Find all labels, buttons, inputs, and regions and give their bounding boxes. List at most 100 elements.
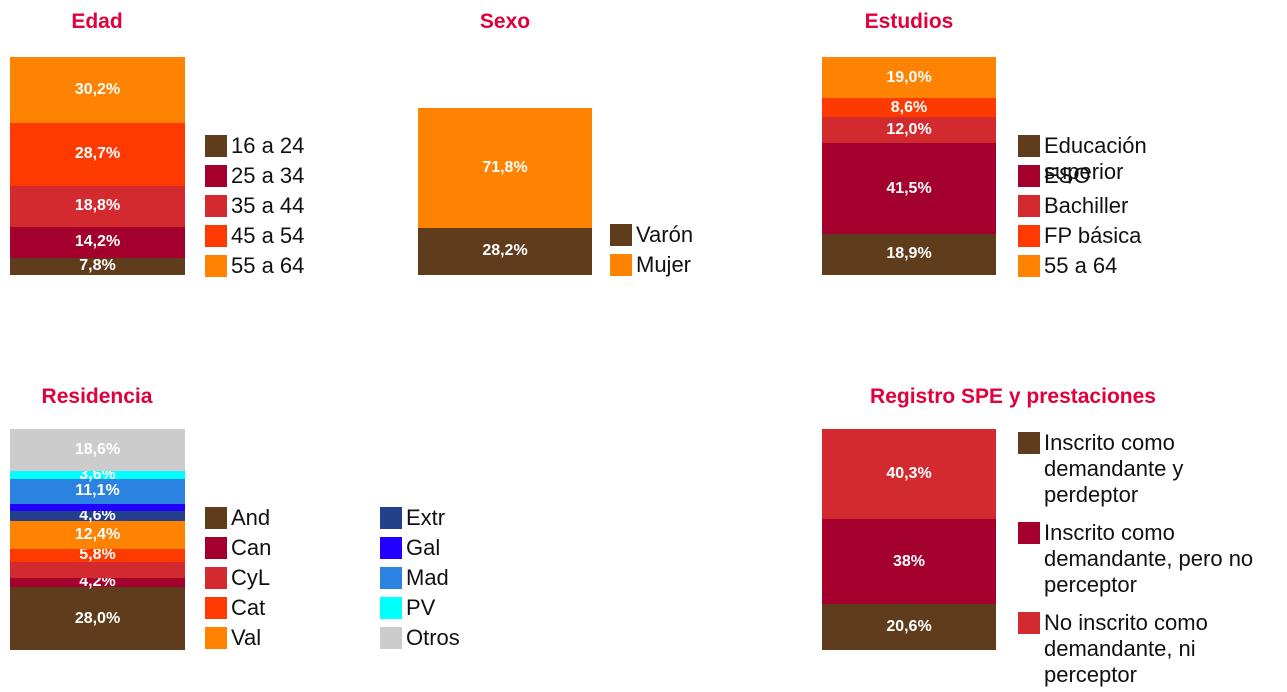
legend-item: FP básica [1018,223,1218,249]
legend-label: 55 a 64 [231,253,305,278]
legend-label: Mujer [636,252,692,277]
legend-label: Inscrito como demandante y perdeptor [1044,430,1184,507]
data-label: 28,0% [74,609,121,627]
bar-segment [10,123,185,186]
legend-swatch [205,255,227,277]
legend-item: Varón [610,222,810,248]
legend-item: Extr [380,505,580,531]
chart-title: Registro SPE y prestaciones [870,385,1156,408]
bar-segment [10,185,185,227]
data-label: 12,0% [886,121,932,139]
legend-label: No inscrito como demandante, ni percepto… [1044,610,1208,687]
bar-segment [10,257,185,275]
bar-segment [10,510,185,521]
legend-swatch [1018,135,1040,157]
legend-item: Inscrito como demandante y perdeptor [1018,430,1268,508]
legend-label: 35 a 44 [231,193,305,218]
bar-segment [10,226,185,258]
legend-swatch [205,597,227,619]
legend-label: PV [406,595,436,620]
legend-item: Mujer [610,252,810,278]
legend-item: Cat [205,595,405,621]
legend-swatch [205,627,227,649]
bar-segment [10,57,185,124]
legend-swatch [1018,255,1040,277]
legend-item: 16 a 24 [205,133,405,159]
legend-label: Cat [231,595,266,620]
data-label: 28,2% [482,242,528,260]
bar-segment [10,520,185,549]
bar-segment [10,561,185,578]
data-label: 12,4% [74,525,121,543]
bar-segment [10,587,185,650]
legend-label: Varón [636,222,694,247]
legend-swatch [205,135,227,157]
data-label: 7,8% [79,257,116,275]
legend-label: Inscrito como demandante, pero no percep… [1044,520,1254,597]
data-label: 41,5% [886,179,932,197]
legend-swatch [380,567,402,589]
bar-segment [10,577,185,588]
legend-label: Extr [406,505,446,530]
data-label: 71,8% [482,158,528,176]
legend-swatch [1018,165,1040,187]
legend-swatch [1018,432,1040,454]
legend-label: ESO [1044,163,1091,188]
legend-swatch [205,567,227,589]
legend-label: FP básica [1044,223,1142,248]
bar-segment [10,478,185,504]
legend-swatch [380,597,402,619]
legend-item: ESO [1018,163,1218,189]
legend-swatch [380,537,402,559]
legend-item: 55 a 64 [205,253,405,279]
legend-label: Bachiller [1044,193,1129,218]
bar-segment [822,57,996,99]
legend-label: And [231,505,271,530]
legend-swatch [610,254,632,276]
data-label: 38% [892,552,926,570]
legend-item: And [205,505,405,531]
chart-title: Sexo [479,10,531,33]
legend-item: PV [380,595,580,621]
data-label: 14,2% [74,233,121,251]
chart-title: Residencia [41,385,153,408]
legend-item: Educación superior [1018,133,1218,185]
data-label: 4,2% [79,573,116,591]
legend-item: Inscrito como demandante, pero no percep… [1018,520,1268,598]
data-label: 20,6% [886,617,932,635]
data-label: 4,6% [79,506,116,524]
data-label: 8,6% [890,98,928,116]
legend-item: Mad [380,565,580,591]
legend-label: 16 a 24 [231,133,305,158]
bar-segment [822,143,996,234]
legend-item: No inscrito como demandante, ni percepto… [1018,610,1268,688]
legend-label: Mad [406,565,449,590]
bar-segment [822,98,996,118]
bar-segment [822,233,996,275]
legend-swatch [1018,612,1040,634]
data-label: 18,6% [74,440,121,458]
data-label: 30,2% [74,81,121,99]
bar-segment [822,603,996,650]
data-label: 11,1% [75,482,120,500]
legend-item: Val [205,625,405,651]
legend-swatch [205,165,227,187]
legend-swatch [205,507,227,529]
data-label: 40,3% [886,465,932,483]
bar-segment [822,117,996,144]
legend-item: Can [205,535,405,561]
legend-item: 45 a 54 [205,223,405,249]
chart-title: Edad [71,10,123,33]
chart-title: Estudios [864,10,954,33]
data-label: 5,8% [79,546,116,564]
legend-swatch [205,225,227,247]
legend-swatch [380,507,402,529]
legend-swatch [380,627,402,649]
legend-label: Can [231,535,272,560]
data-label: 18,8% [74,197,121,215]
data-label: 18,9% [886,245,932,263]
legend-item: Otros [380,625,580,651]
legend-label: Otros [406,625,460,650]
legend-item: CyL [205,565,405,591]
